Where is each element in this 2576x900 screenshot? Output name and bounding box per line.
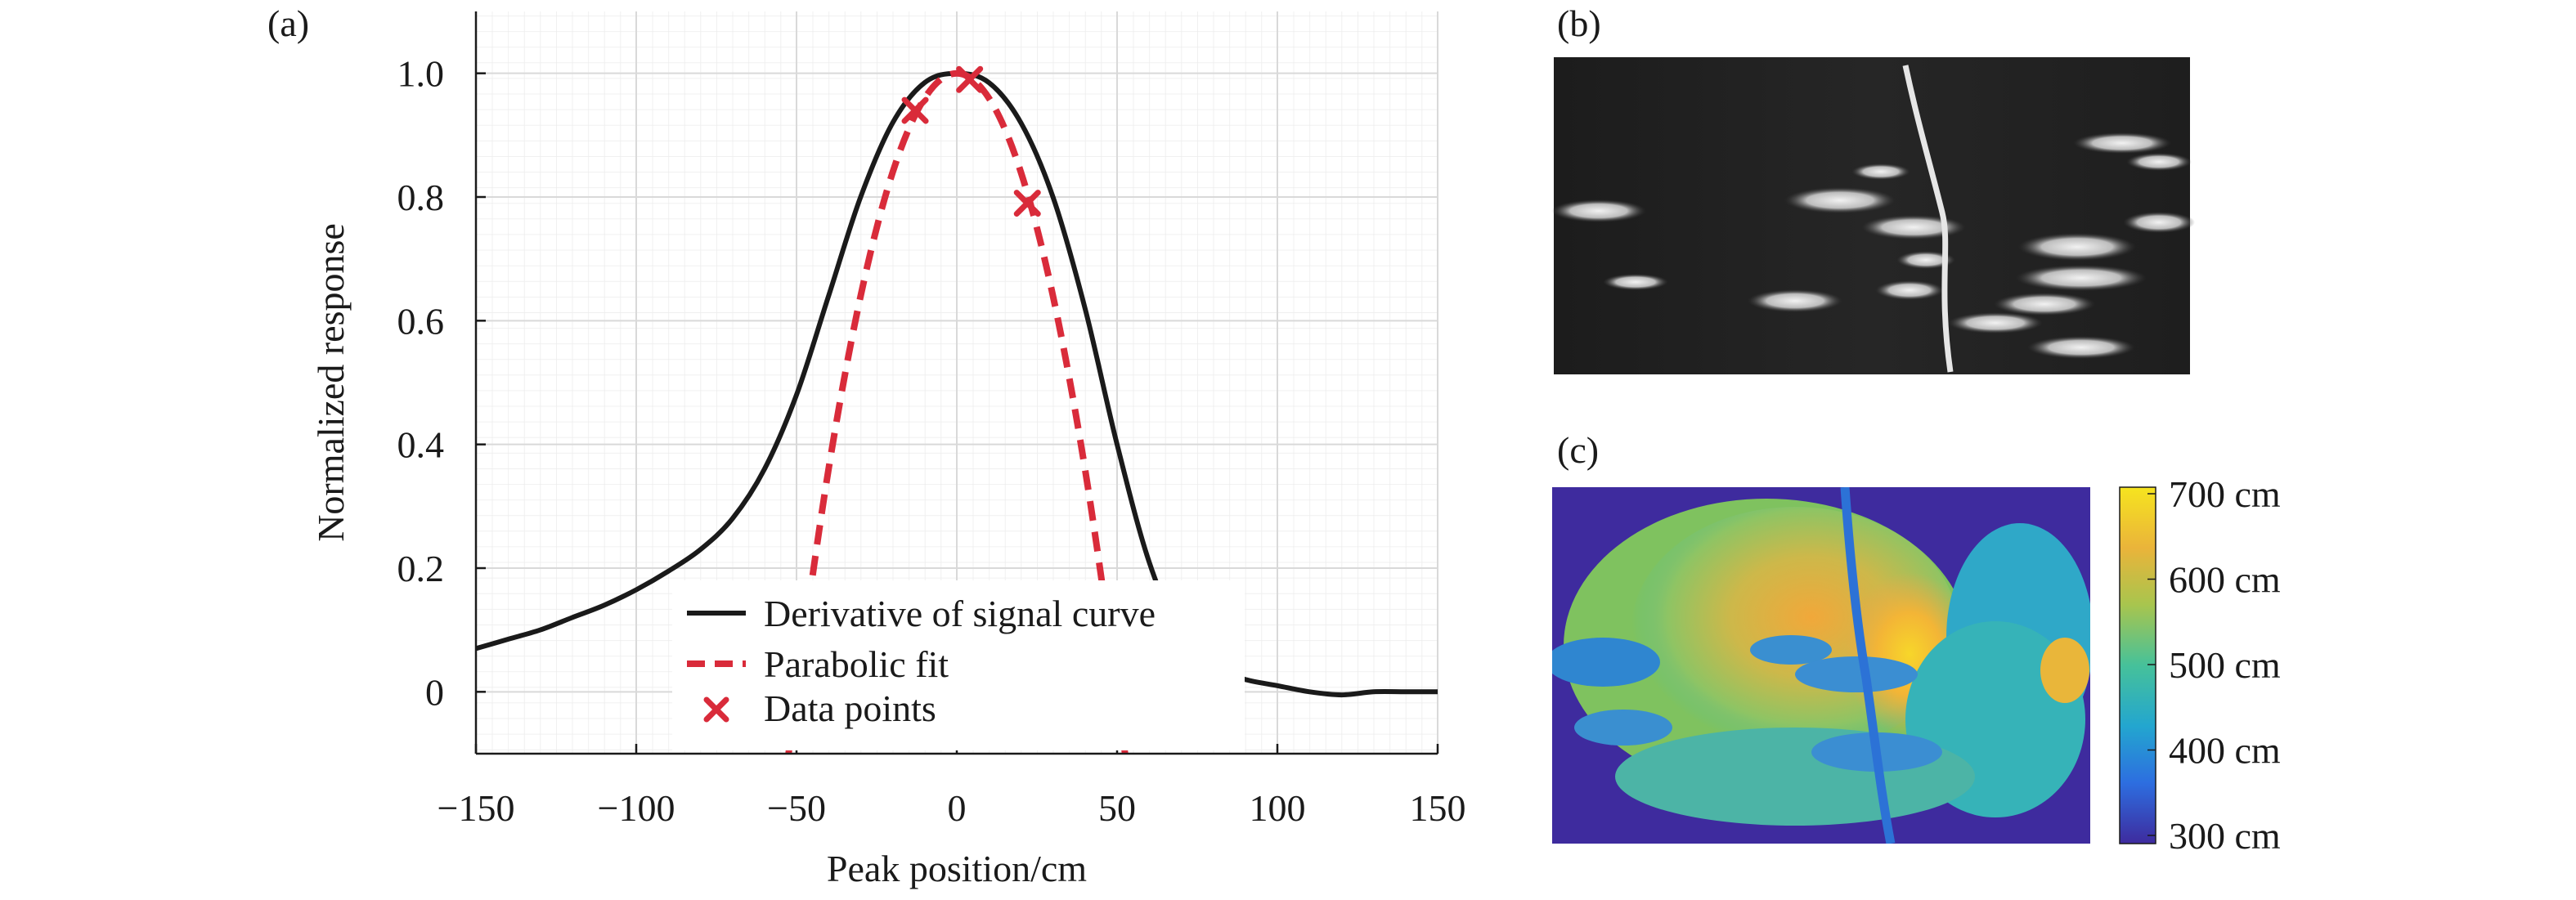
y-tick-label: 0.4 (397, 424, 445, 466)
colorbar-gradient (2119, 486, 2156, 844)
x-tick-label: −150 (438, 787, 515, 829)
legend-label-derivative: Derivative of signal curve (764, 593, 1156, 634)
colorbar-ticks (2147, 493, 2156, 836)
camera-image-fish (1551, 57, 2195, 374)
colorbar-labels: 700 cm 600 cm 500 cm 400 cm 300 cm (2169, 473, 2281, 857)
x-tick-label: −50 (767, 787, 826, 829)
y-tick-label: 0.6 (397, 300, 445, 342)
x-axis-label: Peak position/cm (827, 848, 1087, 889)
series-data-points (901, 65, 1041, 217)
colorbar-label: 600 cm (2169, 559, 2281, 601)
y-tick-label: 0 (425, 671, 444, 713)
panel-c-label: (c) (1557, 429, 1599, 471)
y-ticks: 0 0.2 0.4 0.6 0.8 1.0 (397, 53, 486, 713)
data-point-marker (956, 65, 984, 93)
colorbar: 700 cm 600 cm 500 cm 400 cm 300 cm (2119, 473, 2281, 857)
legend: Derivative of signal curve Parabolic fit… (672, 580, 1245, 750)
panel-b-label: (b) (1557, 2, 1601, 44)
y-tick-label: 0.8 (397, 177, 445, 218)
colorbar-label: 700 cm (2169, 473, 2281, 515)
colorbar-label: 500 cm (2169, 644, 2281, 686)
y-tick-label: 0.2 (397, 548, 445, 589)
x-tick-label: −100 (598, 787, 675, 829)
data-point-marker (901, 96, 929, 124)
series-parabolic-fit-line (785, 69, 1129, 754)
x-tick-label: 150 (1410, 787, 1466, 829)
x-tick-label: 50 (1098, 787, 1136, 829)
legend-label-parabolic: Parabolic fit (764, 643, 949, 685)
x-tick-label: 100 (1250, 787, 1306, 829)
panel-a-label: (a) (267, 2, 309, 44)
x-tick-label: 0 (948, 787, 967, 829)
colorbar-label: 300 cm (2169, 815, 2281, 857)
y-tick-label: 1.0 (397, 53, 445, 95)
y-axis-label: Normalized response (310, 223, 352, 542)
x-ticks: −150 −100 −50 0 50 100 150 (438, 744, 1466, 829)
data-point-marker (1013, 190, 1041, 217)
legend-swatch-data-points (703, 696, 729, 723)
legend-label-data-points: Data points (764, 687, 936, 729)
colorbar-label: 400 cm (2169, 730, 2281, 772)
legend-box (672, 580, 1245, 750)
depth-map-image (1552, 487, 2090, 844)
